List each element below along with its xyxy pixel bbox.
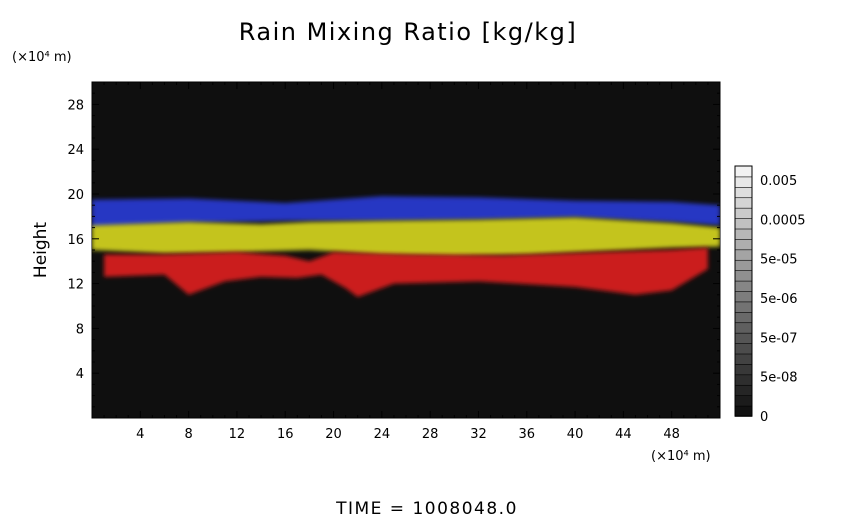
x-tick-label: 44 xyxy=(615,427,632,442)
x-axis: 4 8 12 16 20 24 28 32 36 40 44 48 xyxy=(103,82,709,442)
y-axis: 4 8 12 16 20 24 28 xyxy=(67,92,720,408)
rain-layer-1 xyxy=(92,196,720,228)
x-tick-label: 48 xyxy=(663,427,680,442)
colorbar-cell xyxy=(734,374,753,386)
colorbar-cell xyxy=(734,176,753,188)
colorbar-label: 5e-07 xyxy=(760,331,798,346)
colorbar-cell xyxy=(734,342,753,355)
colorbar-cell xyxy=(734,259,753,271)
colorbar-cell xyxy=(734,207,753,219)
colorbar-label: 0.0005 xyxy=(760,213,806,228)
colorbar-cell xyxy=(734,238,753,251)
x-tick-label: 32 xyxy=(470,427,487,442)
y-tick-label: 24 xyxy=(67,143,84,158)
colorbar-cell xyxy=(734,186,753,199)
colorbar-frame xyxy=(734,165,753,417)
y-tick-label: 28 xyxy=(67,98,84,113)
colorbar-cell xyxy=(734,165,753,178)
colorbar-cell xyxy=(734,249,753,261)
x-tick-label: 8 xyxy=(184,427,192,442)
colorbar-cell xyxy=(734,196,753,209)
x-tick-label: 36 xyxy=(518,427,535,442)
rain-layers xyxy=(92,196,720,298)
x-tick-label: 12 xyxy=(229,427,246,442)
colorbar-cell xyxy=(734,363,753,376)
colorbar-cell xyxy=(734,228,753,240)
rain-layer-2 xyxy=(92,217,720,256)
colorbar-label: 5e-05 xyxy=(760,253,798,268)
x-tick-label: 24 xyxy=(374,427,391,442)
x-tick-label: 28 xyxy=(422,427,439,442)
y-tick-label: 16 xyxy=(67,233,84,248)
x-tick-label: 20 xyxy=(325,427,342,442)
y-unit-label: (×10⁴ m) xyxy=(12,50,72,65)
y-tick-label: 12 xyxy=(67,278,84,293)
colorbar-cell xyxy=(734,321,753,334)
colorbar-cell xyxy=(734,394,753,407)
colorbar-cell xyxy=(734,280,753,292)
x-tick-label: 40 xyxy=(567,427,584,442)
colorbar-label: 5e-06 xyxy=(760,292,798,307)
colorbar-cell xyxy=(734,405,753,417)
colorbar-cell xyxy=(734,269,753,282)
chart-title: Rain Mixing Ratio [kg/kg] xyxy=(239,18,578,46)
colorbar-cell xyxy=(734,311,753,324)
y-tick-label: 4 xyxy=(76,367,84,382)
colorbar-cell xyxy=(734,290,753,303)
y-axis-title: Height xyxy=(31,222,51,279)
x-tick-label: 16 xyxy=(277,427,294,442)
colorbar-cell xyxy=(734,353,753,365)
y-tick-label: 8 xyxy=(76,322,84,337)
colorbar-cell xyxy=(734,332,753,344)
colorbar-cell xyxy=(734,217,753,230)
x-tick-label: 4 xyxy=(136,427,144,442)
colorbar-cell xyxy=(734,301,753,313)
time-label: TIME = 1008048.0 xyxy=(335,499,518,519)
colorbar: 0.005 0.0005 5e-05 5e-06 5e-07 5e-08 0 xyxy=(734,165,806,425)
colorbar-label: 5e-08 xyxy=(760,371,798,386)
colorbar-cell xyxy=(734,384,753,396)
colorbar-label: 0 xyxy=(760,410,768,425)
colorbar-label: 0.005 xyxy=(760,174,797,189)
y-tick-label: 20 xyxy=(67,188,84,203)
rain-layer-3 xyxy=(104,247,708,298)
x-unit-label: (×10⁴ m) xyxy=(651,449,711,464)
